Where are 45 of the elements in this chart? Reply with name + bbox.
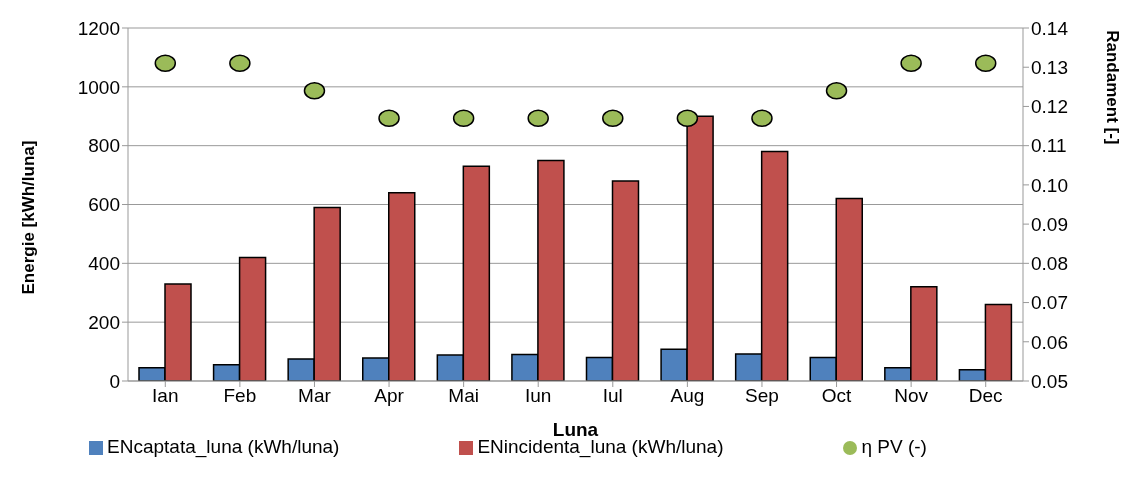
x-tick-label: Iul xyxy=(602,385,623,407)
y-tick-label: 200 xyxy=(88,311,120,333)
x-tick-label: Iun xyxy=(525,385,552,407)
point xyxy=(676,109,699,127)
x-tick-label: Feb xyxy=(223,385,257,407)
x-tick-label: Nov xyxy=(894,385,929,407)
y-tick-label: 800 xyxy=(88,135,120,157)
y2-tick-label: 0.12 xyxy=(1031,96,1068,118)
y-tick-label: 400 xyxy=(88,253,120,275)
point xyxy=(452,109,475,127)
y-tick-label: 1200 xyxy=(77,17,120,39)
y2-tick-label: 0.10 xyxy=(1031,174,1068,196)
point xyxy=(825,82,848,100)
y2-tick-label: 0.14 xyxy=(1031,17,1069,39)
x-tick-label: Apr xyxy=(374,385,405,407)
point xyxy=(974,54,997,73)
x-tick-label: Aug xyxy=(670,385,705,407)
x-tick-label: Dec xyxy=(968,385,1003,407)
point xyxy=(154,54,177,73)
y2-tick-label: 0.13 xyxy=(1031,56,1068,78)
x-tick-label: Mar xyxy=(298,385,332,407)
legend-label: η PV (-) xyxy=(861,436,927,457)
y2-axis-title: Randament [-] xyxy=(1102,30,1122,145)
y2-tick-label: 0.05 xyxy=(1031,370,1068,392)
point xyxy=(900,54,922,73)
point xyxy=(229,54,251,73)
y2-tick-label: 0.11 xyxy=(1031,135,1067,157)
x-tick-label: Mai xyxy=(448,385,479,407)
point xyxy=(602,109,624,127)
y-axis-title: Energie [kWh/luna] xyxy=(19,140,39,295)
point xyxy=(303,82,326,100)
y2-tick-label: 0.08 xyxy=(1031,253,1068,275)
y-tick-label: 0 xyxy=(109,370,120,392)
y2-tick-label: 0.07 xyxy=(1031,292,1068,314)
y-tick-label: 1000 xyxy=(77,76,120,98)
x-tick-label: Ian xyxy=(152,385,179,407)
legend-label: ENcaptata_luna (kWh/luna) xyxy=(107,436,340,457)
point xyxy=(378,109,400,127)
y2-tick-label: 0.09 xyxy=(1031,213,1068,235)
y2-tick-label: 0.06 xyxy=(1031,331,1068,353)
x-tick-label: Oct xyxy=(821,385,853,407)
y-tick-label: 600 xyxy=(88,194,120,216)
point xyxy=(527,109,549,127)
x-tick-label: Sep xyxy=(745,385,779,407)
point xyxy=(751,109,773,127)
